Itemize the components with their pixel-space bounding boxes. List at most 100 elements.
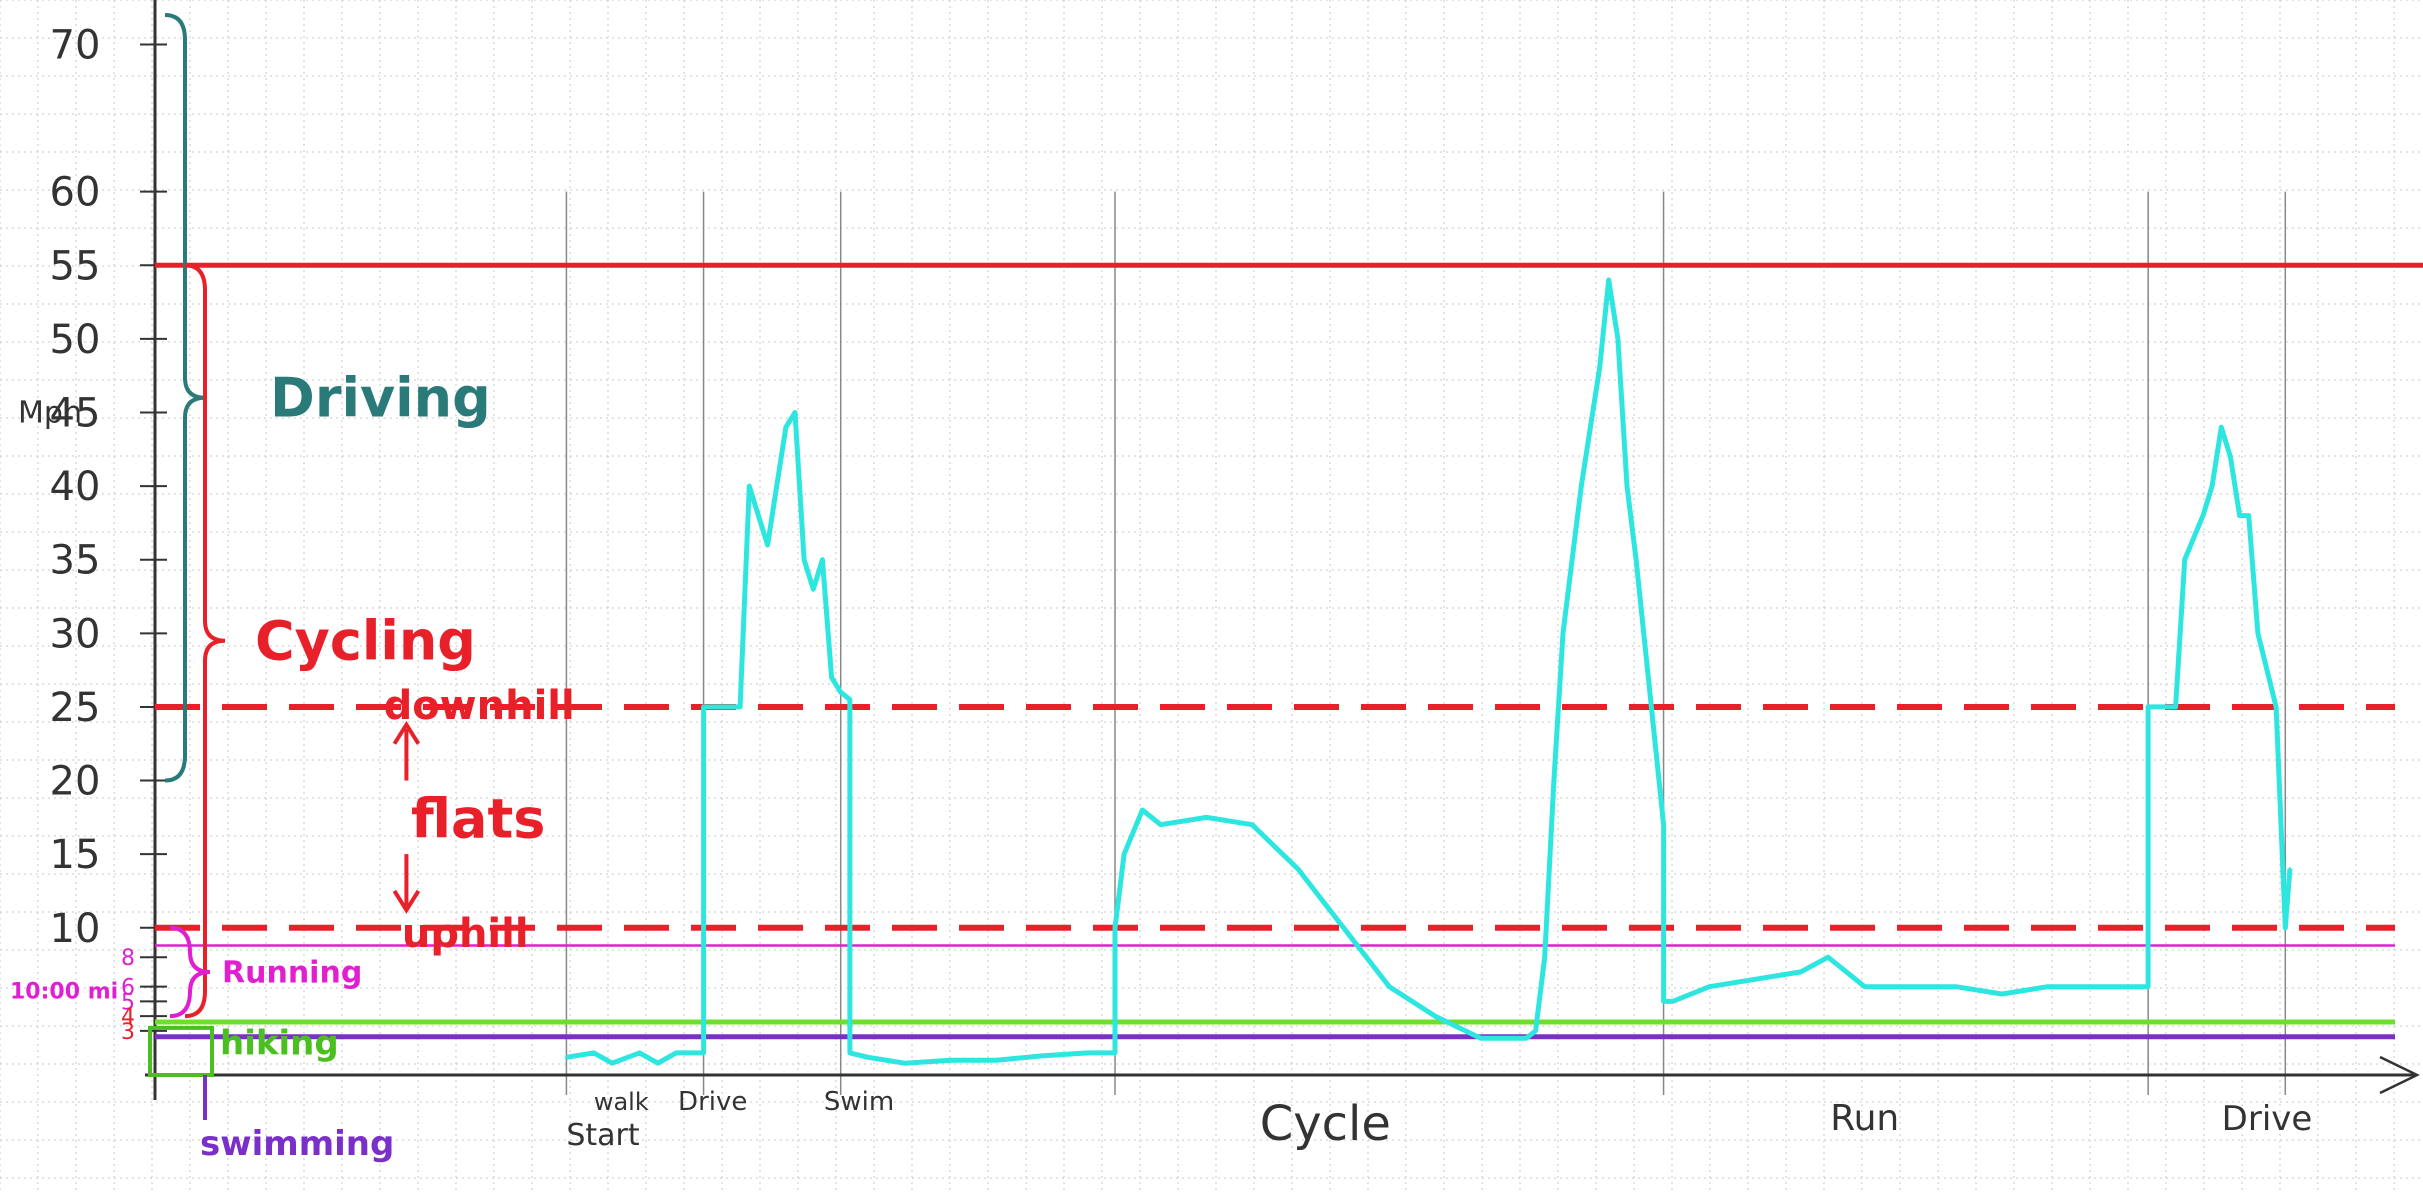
annotation-downhill: downhill bbox=[384, 683, 575, 729]
range-brace-running bbox=[169, 925, 211, 1019]
data-point-speed bbox=[1561, 631, 1565, 635]
y-tick-label: 20 bbox=[50, 759, 101, 805]
data-point-speed bbox=[638, 1051, 642, 1055]
segment-label-cycle: Cycle bbox=[1260, 1096, 1391, 1152]
range-label-driving: Driving bbox=[270, 367, 491, 430]
data-point-speed bbox=[702, 705, 706, 709]
data-point-speed bbox=[674, 1051, 678, 1055]
data-point-speed bbox=[2201, 514, 2205, 518]
data-point-speed bbox=[2183, 558, 2187, 562]
data-point-speed bbox=[2256, 631, 2260, 635]
range-label-cycling: Cycling bbox=[255, 610, 476, 673]
y-tick-label: 55 bbox=[50, 243, 101, 289]
data-point-speed bbox=[2228, 455, 2232, 459]
data-point-speed bbox=[1625, 484, 1629, 488]
y-tick-label: 5 bbox=[121, 990, 135, 1015]
flats-arrow-down bbox=[392, 854, 421, 914]
data-point-speed bbox=[1908, 985, 1912, 989]
data-point-speed bbox=[564, 1055, 568, 1059]
data-point-speed bbox=[2210, 484, 2214, 488]
data-point-speed bbox=[1204, 815, 1208, 819]
range-label-hiking: hiking bbox=[220, 1024, 339, 1064]
data-point-speed bbox=[747, 484, 751, 488]
data-point-speed bbox=[1387, 985, 1391, 989]
data-point-speed bbox=[793, 411, 797, 414]
data-point-speed bbox=[830, 676, 834, 679]
data-point-speed bbox=[1140, 808, 1144, 812]
data-point-speed bbox=[1296, 867, 1300, 871]
data-point-speed bbox=[2174, 705, 2178, 709]
data-point-speed bbox=[766, 543, 770, 547]
range-brace-cycling bbox=[184, 263, 226, 1019]
y-tick-label: 40 bbox=[50, 464, 101, 510]
data-point-speed bbox=[1524, 1036, 1528, 1040]
data-point-speed bbox=[1040, 1054, 1044, 1058]
data-point-speed bbox=[1159, 823, 1163, 827]
segment-label-run: Run bbox=[1830, 1098, 1899, 1139]
segment-label-drive: Drive bbox=[2222, 1099, 2313, 1139]
data-point-speed bbox=[2274, 705, 2278, 709]
y-tick-label: 30 bbox=[50, 611, 101, 657]
data-point-speed bbox=[1086, 1051, 1090, 1055]
data-point-speed bbox=[2238, 514, 2242, 518]
data-point-speed bbox=[2283, 926, 2287, 930]
data-point-speed bbox=[610, 1061, 614, 1065]
data-point-speed bbox=[848, 1051, 852, 1055]
data-point-speed bbox=[592, 1051, 596, 1055]
data-point-speed bbox=[1342, 926, 1346, 930]
data-point-speed bbox=[1479, 1036, 1483, 1040]
data-point-speed bbox=[2137, 985, 2141, 989]
data-point-speed bbox=[848, 698, 852, 702]
y-tick-label: 50 bbox=[50, 317, 101, 363]
data-point-speed bbox=[1607, 278, 1611, 282]
data-point-speed bbox=[2146, 985, 2150, 989]
data-point-speed bbox=[1570, 558, 1574, 562]
data-point-speed bbox=[1588, 425, 1592, 429]
data-point-speed bbox=[702, 1051, 706, 1055]
data-point-speed bbox=[1113, 1051, 1117, 1055]
data-point-speed bbox=[839, 690, 843, 694]
data-point-speed bbox=[1534, 1029, 1538, 1033]
y-tick-label: 60 bbox=[50, 170, 101, 216]
y-tick-label: 10 bbox=[50, 906, 101, 952]
x-axis-arrow bbox=[2379, 1055, 2420, 1095]
y-tick-label: 35 bbox=[50, 538, 101, 584]
y-tick-label: 45 bbox=[50, 391, 101, 437]
data-point-speed bbox=[948, 1058, 952, 1062]
range-box-hiking bbox=[148, 1025, 214, 1078]
data-point-speed bbox=[1122, 852, 1126, 856]
data-point-speed bbox=[802, 558, 806, 562]
data-point-speed bbox=[2046, 985, 2050, 989]
y-tick-label: 25 bbox=[50, 685, 101, 731]
y-axis-title: Mph bbox=[18, 396, 82, 431]
data-point-speed bbox=[1671, 999, 1675, 1003]
y-tick-label: 15 bbox=[50, 832, 101, 878]
data-point-speed bbox=[1579, 484, 1583, 488]
data-point-speed bbox=[1634, 558, 1638, 562]
data-point-speed bbox=[738, 705, 742, 709]
data-point-speed bbox=[1799, 970, 1803, 974]
range-label-swimming: swimming bbox=[200, 1124, 394, 1164]
data-point-speed bbox=[1113, 926, 1117, 930]
data-point-speed bbox=[656, 1061, 660, 1065]
data-point-speed bbox=[848, 926, 852, 930]
y-tick-label: 6 bbox=[121, 976, 135, 1001]
data-point-speed bbox=[1616, 337, 1620, 341]
data-point-speed bbox=[702, 926, 706, 930]
data-point-speed bbox=[2146, 705, 2150, 709]
data-point-speed bbox=[1543, 955, 1547, 959]
data-point-speed bbox=[1707, 985, 1711, 989]
data-point-speed bbox=[1598, 366, 1602, 370]
data-point-speed bbox=[820, 558, 824, 562]
data-point-speed bbox=[811, 587, 815, 591]
y-tick-label: 70 bbox=[50, 22, 101, 68]
data-point-speed bbox=[1662, 999, 1666, 1003]
data-point-speed bbox=[775, 484, 779, 488]
data-point-speed bbox=[1552, 779, 1556, 783]
annotation-uphill: uphill bbox=[402, 911, 529, 957]
y-tick-label: 8 bbox=[121, 946, 135, 971]
segment-label-start: Start bbox=[566, 1118, 640, 1153]
data-point-speed bbox=[1433, 1014, 1437, 1018]
